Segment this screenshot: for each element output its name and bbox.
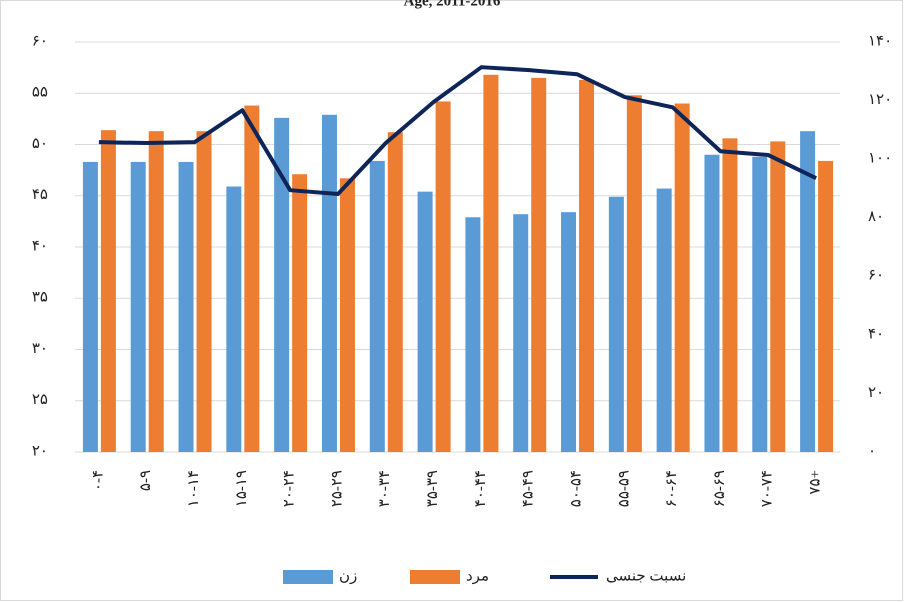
legend-label: مرد (466, 568, 489, 584)
x-tick-label: ۵۰-۵۴ (568, 470, 584, 507)
bar (178, 161, 194, 453)
y-tick-label: ۴۵ (32, 187, 48, 203)
bar (82, 161, 98, 453)
legend-label: زن (339, 568, 357, 584)
y2-tick-label: ۶۰ (868, 268, 884, 284)
x-tick-label: ۵-۹ (138, 470, 154, 491)
bar (417, 191, 433, 452)
y-tick-label: ۶۰ (32, 33, 48, 49)
bar (339, 178, 355, 452)
bar (321, 114, 337, 453)
y-tick-label: ۲۵ (32, 392, 48, 408)
bar (100, 130, 116, 452)
y-tick-label: ۳۵ (32, 290, 48, 306)
chart-title: Age, 2011-2016 (404, 0, 501, 9)
bar (752, 156, 768, 453)
y-tick-label: ۵۵ (32, 85, 48, 101)
bar (148, 131, 164, 453)
x-tick-label: ۷۰-۷۴ (760, 470, 776, 507)
bar (674, 103, 690, 452)
y-tick-label: ۴۰ (32, 238, 48, 254)
bar (608, 196, 624, 452)
line (98, 65, 817, 196)
x-tick-label: ۳۵-۳۹ (425, 470, 441, 507)
bar (531, 77, 547, 452)
x-tick-label: ۱۰-۱۴ (186, 470, 202, 507)
x-tick-label: ۶۰-۶۴ (664, 470, 680, 507)
x-tick-label: ۴۵-۴۹ (521, 470, 537, 507)
legend-swatch (283, 570, 333, 584)
bar (513, 214, 529, 452)
legend-swatch (410, 570, 460, 584)
y2-tick-label: ۱۲۰ (868, 92, 892, 108)
bar (435, 101, 451, 452)
bar (656, 188, 672, 452)
bar (369, 160, 385, 452)
y2-tick-label: ۸۰ (868, 209, 884, 225)
x-tick-label: ۲۵-۲۹ (329, 470, 345, 507)
x-tick-label: ۵۵-۵۹ (616, 470, 632, 507)
y-tick-label: ۵۰ (32, 136, 48, 152)
bar (244, 105, 260, 453)
y2-tick-label: ۴۰ (868, 326, 884, 342)
x-tick-label: ۷۵+ (808, 470, 824, 495)
bar (722, 138, 738, 452)
y-tick-label: ۳۰ (32, 341, 48, 357)
y2-tick-label: ۱۰۰ (868, 151, 892, 167)
x-tick-label: ۰-۴ (90, 470, 106, 491)
bar (465, 217, 481, 452)
bar (704, 154, 720, 452)
bar (579, 79, 595, 453)
bar (800, 131, 816, 453)
bar (483, 74, 499, 453)
bar (770, 141, 786, 453)
y2-tick-label: ۰ (868, 443, 876, 459)
bar (130, 161, 146, 453)
x-tick-label: ۲۰-۲۴ (282, 470, 298, 507)
y2-tick-label: ۱۴۰ (868, 33, 892, 49)
legend-label: نسبت جنسی (606, 568, 686, 584)
bar (387, 132, 403, 452)
x-tick-label: ۴۰-۴۴ (473, 470, 489, 507)
x-tick-label: ۶۵-۶۹ (712, 470, 728, 507)
x-tick-label: ۳۰-۳۴ (377, 470, 393, 507)
bar (196, 131, 212, 453)
bar (626, 95, 642, 453)
bar (561, 212, 577, 452)
y-tick-label: ۲۰ (32, 443, 48, 459)
bar (226, 186, 242, 452)
bar (274, 117, 290, 452)
bar (818, 160, 834, 452)
bar (292, 174, 308, 452)
x-tick-label: ۱۵-۱۹ (234, 470, 250, 507)
y2-tick-label: ۲۰ (868, 385, 884, 401)
